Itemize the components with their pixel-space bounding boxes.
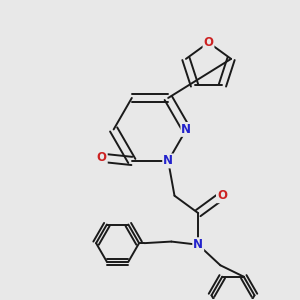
Text: O: O	[217, 189, 227, 202]
Text: N: N	[163, 154, 173, 167]
Text: N: N	[193, 238, 203, 251]
Text: N: N	[182, 123, 191, 136]
Text: O: O	[203, 36, 214, 49]
Text: O: O	[97, 151, 107, 164]
